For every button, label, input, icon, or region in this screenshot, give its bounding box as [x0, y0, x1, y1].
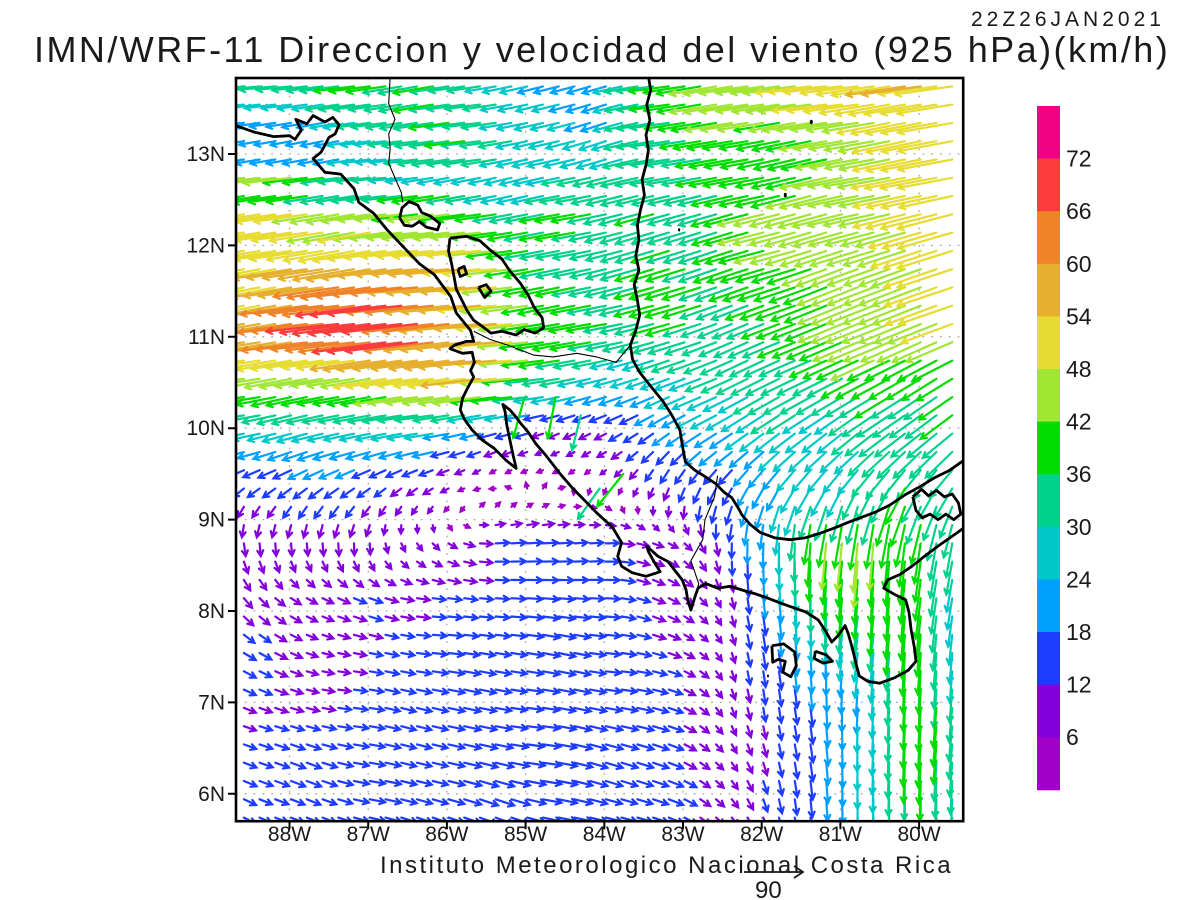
svg-text:9N: 9N: [198, 509, 225, 532]
svg-text:24: 24: [1066, 566, 1092, 592]
svg-text:8N: 8N: [198, 600, 225, 623]
svg-text:72: 72: [1066, 146, 1092, 172]
svg-text:54: 54: [1066, 303, 1092, 329]
svg-text:82W: 82W: [740, 823, 783, 846]
svg-text:18: 18: [1066, 619, 1092, 645]
svg-text:83W: 83W: [661, 823, 704, 846]
svg-text:7N: 7N: [198, 691, 225, 714]
svg-text:84W: 84W: [583, 823, 626, 846]
svg-text:12N: 12N: [186, 234, 225, 257]
svg-text:42: 42: [1066, 409, 1092, 435]
svg-text:13N: 13N: [186, 143, 225, 166]
svg-text:10N: 10N: [186, 417, 225, 440]
svg-text:22Z26JAN2021: 22Z26JAN2021: [971, 8, 1165, 31]
svg-text:90: 90: [755, 877, 782, 900]
svg-text:60: 60: [1066, 251, 1092, 277]
svg-text:66: 66: [1066, 198, 1092, 224]
svg-text:30: 30: [1066, 514, 1092, 540]
svg-text:81W: 81W: [819, 823, 862, 846]
svg-text:85W: 85W: [504, 823, 547, 846]
svg-text:11N: 11N: [188, 326, 225, 349]
svg-text:48: 48: [1066, 356, 1092, 382]
svg-text:86W: 86W: [425, 823, 468, 846]
svg-text:IMN/WRF-11 Direccion y velocid: IMN/WRF-11 Direccion y velocidad del vie…: [34, 29, 1170, 70]
svg-text:Instituto Meteorologico Nacion: Instituto Meteorologico Nacional Costa R…: [380, 852, 953, 879]
svg-text:80W: 80W: [898, 823, 941, 846]
svg-text:6: 6: [1066, 724, 1079, 750]
svg-text:12: 12: [1066, 672, 1092, 698]
svg-text:6N: 6N: [198, 783, 225, 806]
svg-text:36: 36: [1066, 461, 1092, 487]
svg-text:88W: 88W: [268, 823, 311, 846]
svg-text:87W: 87W: [347, 823, 390, 846]
